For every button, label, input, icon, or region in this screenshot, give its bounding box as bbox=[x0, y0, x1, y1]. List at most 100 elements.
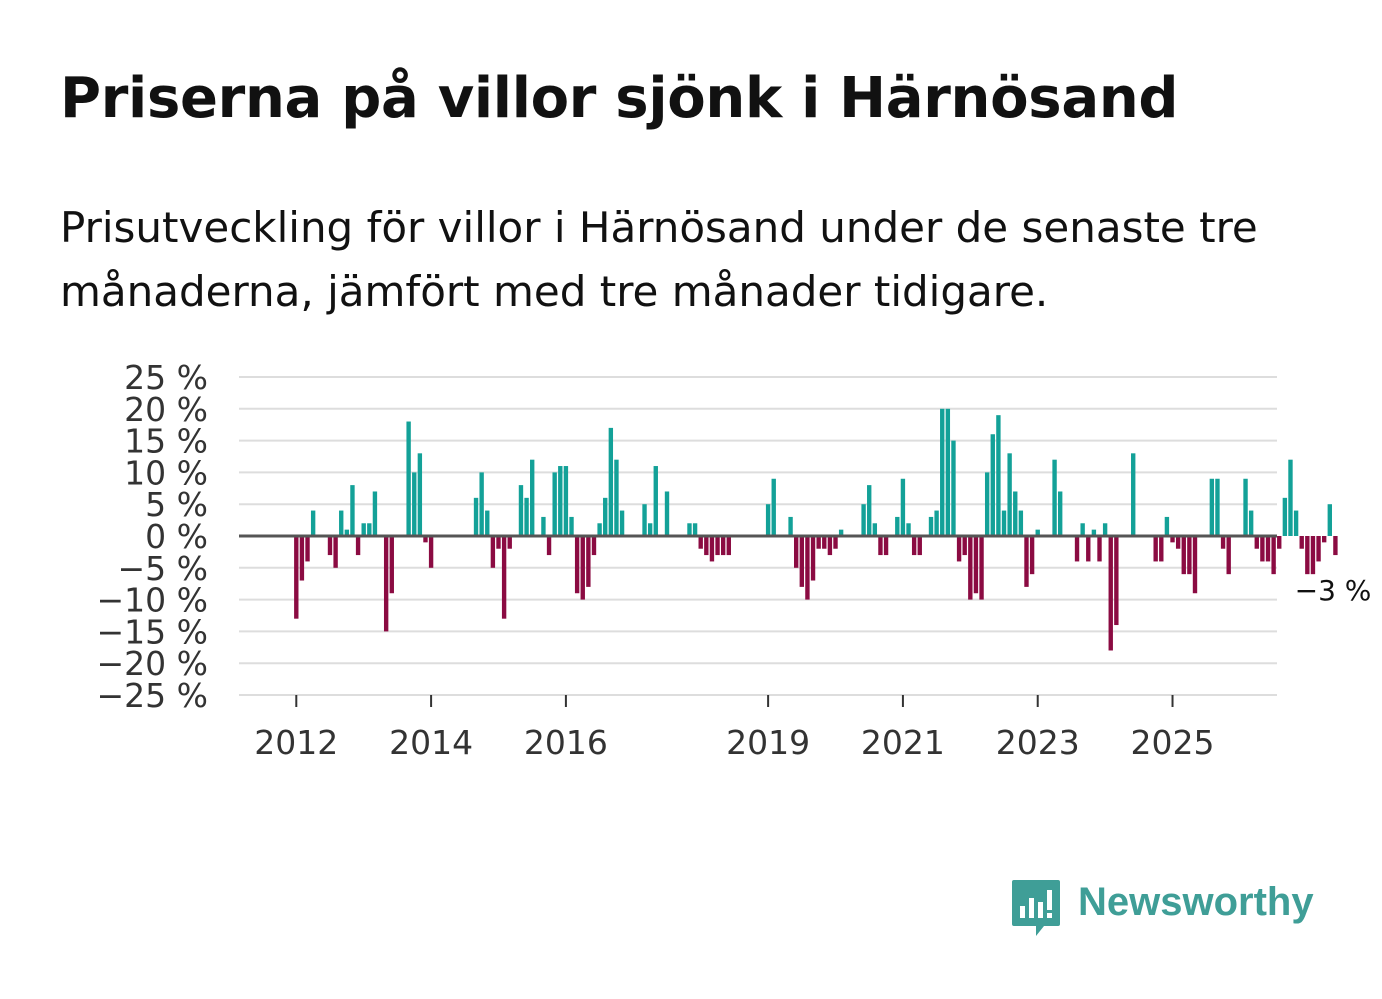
bar bbox=[833, 536, 838, 549]
bar bbox=[563, 466, 569, 536]
bar bbox=[1321, 536, 1327, 543]
bar bbox=[984, 472, 990, 536]
bar bbox=[653, 466, 658, 536]
bar bbox=[1175, 536, 1181, 549]
bar bbox=[1001, 510, 1007, 536]
bar bbox=[361, 523, 366, 536]
y-tick-label: 0 % bbox=[145, 517, 208, 556]
brand-name: Newsworthy bbox=[1078, 880, 1314, 924]
bar bbox=[473, 497, 479, 536]
bar bbox=[1192, 536, 1198, 594]
bar bbox=[501, 536, 507, 619]
bar bbox=[333, 536, 338, 568]
bar bbox=[614, 459, 619, 536]
bar bbox=[518, 485, 524, 536]
bar bbox=[1159, 536, 1164, 562]
bar bbox=[788, 516, 793, 536]
bar bbox=[1091, 529, 1097, 536]
bar bbox=[647, 523, 653, 536]
y-tick-label: 20 % bbox=[124, 390, 208, 429]
bar bbox=[1310, 536, 1316, 575]
bar bbox=[799, 536, 805, 587]
bar bbox=[720, 536, 726, 556]
last-value-label: −3 % bbox=[1295, 574, 1372, 607]
bar bbox=[1114, 536, 1119, 626]
bar bbox=[906, 523, 911, 536]
x-tick-label: 2012 bbox=[254, 723, 338, 762]
bar bbox=[715, 536, 720, 556]
bar bbox=[968, 536, 973, 600]
bar bbox=[619, 510, 625, 536]
bar bbox=[1057, 491, 1063, 536]
y-tick-label: 25 % bbox=[124, 358, 208, 397]
bar bbox=[940, 408, 945, 536]
bar bbox=[1035, 529, 1040, 536]
bar bbox=[934, 510, 939, 536]
bar bbox=[816, 536, 821, 549]
x-tick-label: 2014 bbox=[389, 723, 473, 762]
y-tick-label: 15 % bbox=[124, 422, 208, 461]
bar bbox=[372, 491, 378, 536]
page-subtitle: Prisutveckling för villor i Härnösand un… bbox=[60, 203, 1258, 316]
bar bbox=[1097, 536, 1102, 562]
bar bbox=[1327, 504, 1332, 536]
x-tick-label: 2021 bbox=[861, 723, 945, 762]
bar bbox=[603, 497, 608, 536]
bar bbox=[305, 536, 310, 562]
y-tick-label: −10 % bbox=[97, 581, 209, 620]
bar bbox=[704, 536, 709, 556]
bar bbox=[496, 536, 501, 549]
bar bbox=[541, 516, 546, 536]
bar bbox=[1102, 523, 1108, 536]
bar bbox=[1181, 536, 1186, 575]
bar bbox=[1299, 536, 1304, 549]
bar bbox=[794, 536, 799, 568]
bar bbox=[945, 408, 951, 536]
bar bbox=[299, 536, 305, 581]
bar bbox=[558, 466, 563, 536]
bar bbox=[294, 536, 299, 619]
bar bbox=[327, 536, 333, 556]
bar bbox=[389, 536, 394, 594]
bar bbox=[698, 536, 703, 549]
bar bbox=[822, 536, 827, 549]
bar bbox=[1170, 536, 1175, 543]
bar bbox=[530, 459, 535, 536]
bar bbox=[1131, 453, 1136, 536]
bar bbox=[507, 536, 512, 549]
bar bbox=[1024, 536, 1029, 587]
bar bbox=[310, 510, 316, 536]
bar bbox=[1282, 497, 1288, 536]
bar bbox=[417, 453, 423, 536]
bar bbox=[1187, 536, 1192, 575]
x-tick-label: 2016 bbox=[524, 723, 608, 762]
bar bbox=[423, 536, 428, 543]
brand-logo: Newsworthy bbox=[1010, 878, 1340, 942]
bar bbox=[911, 536, 917, 556]
bar bbox=[962, 536, 967, 556]
bar bbox=[546, 536, 552, 556]
bar bbox=[872, 523, 878, 536]
bar bbox=[990, 434, 995, 536]
bar bbox=[490, 536, 496, 568]
bar bbox=[586, 536, 591, 587]
bar bbox=[827, 536, 833, 556]
bar bbox=[838, 529, 844, 536]
y-tick-label: −15 % bbox=[97, 612, 209, 651]
bar bbox=[350, 485, 355, 536]
bar bbox=[810, 536, 816, 581]
bar bbox=[1007, 453, 1012, 536]
bar bbox=[608, 427, 614, 536]
bar bbox=[692, 523, 698, 536]
bar bbox=[1277, 536, 1282, 549]
bar bbox=[726, 536, 731, 556]
bar bbox=[1086, 536, 1091, 562]
bar bbox=[1029, 536, 1035, 575]
bar bbox=[709, 536, 715, 562]
bar bbox=[580, 536, 585, 600]
x-tick-label: 2025 bbox=[1131, 723, 1215, 762]
bar-chart-speech-bubble-icon bbox=[1012, 880, 1060, 936]
bar bbox=[883, 536, 889, 556]
y-tick-label: −25 % bbox=[97, 676, 209, 715]
bar bbox=[1271, 536, 1276, 575]
